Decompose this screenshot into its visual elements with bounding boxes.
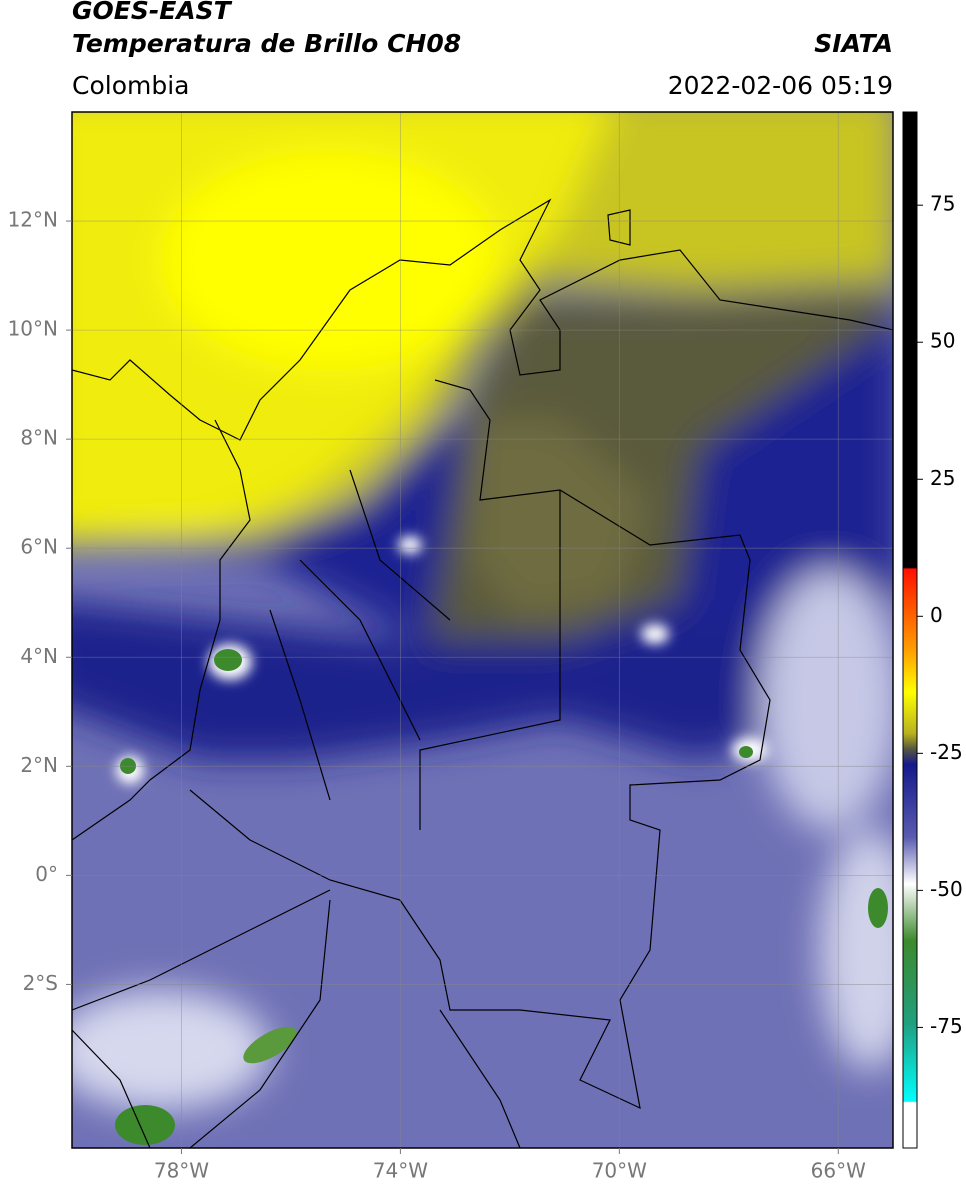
colorbar-tick-label: 25 (930, 466, 955, 490)
satellite: GOES-EAST (72, 0, 233, 25)
lon-tick-label: 66°W (811, 1159, 866, 1183)
source: SIATA (814, 29, 893, 58)
map-frame (71, 111, 894, 1149)
colorbar-tick-label: -25 (930, 740, 963, 764)
graticule (72, 112, 893, 1148)
colorbar-tick-label: -75 (930, 1014, 963, 1038)
colorbar (902, 111, 918, 1149)
lat-tick-label: 6°N (20, 535, 58, 559)
product: Temperatura de Brillo CH08 (72, 29, 461, 58)
satellite-image (72, 112, 893, 1148)
colorbar-tick-label: 75 (930, 192, 955, 216)
lon-tick-label: 74°W (373, 1159, 428, 1183)
lat-tick-label: 8°N (20, 426, 58, 450)
lat-tick-label: 12°N (8, 208, 58, 232)
lon-tick-label: 70°W (592, 1159, 647, 1183)
colorbar-tick-label: -50 (930, 877, 963, 901)
lat-tick-label: 2°S (23, 971, 58, 995)
lat-tick-label: 2°N (20, 753, 58, 777)
region: Colombia (72, 71, 189, 100)
lon-tick-label: 78°W (154, 1159, 209, 1183)
datetime: 2022-02-06 05:19 (668, 71, 893, 100)
colorbar-tick-label: 0 (930, 603, 943, 627)
lat-tick-label: 10°N (8, 317, 58, 341)
lat-tick-label: 0° (35, 862, 58, 886)
lat-tick-label: 4°N (20, 644, 58, 668)
colorbar-tick-label: 50 (930, 329, 955, 353)
